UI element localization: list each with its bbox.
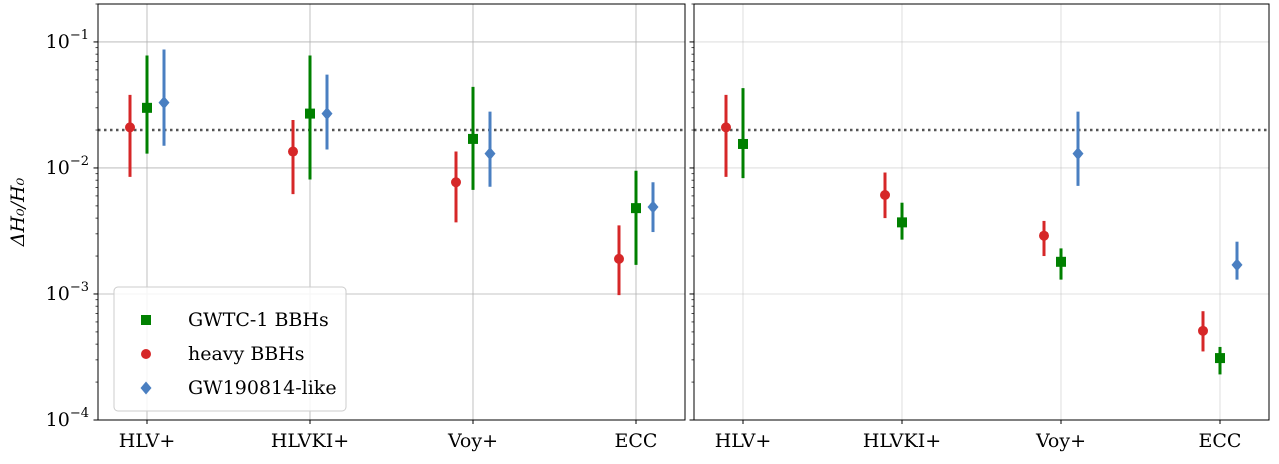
data-point xyxy=(880,190,890,200)
data-point xyxy=(738,139,748,149)
x-tick-label: ECC xyxy=(1199,430,1242,452)
data-point xyxy=(1215,353,1225,363)
data-point xyxy=(485,147,496,160)
legend-marker xyxy=(141,315,151,325)
x-tick-label: HLV+ xyxy=(715,430,772,452)
data-point xyxy=(142,103,152,113)
data-point xyxy=(631,203,641,213)
data-point xyxy=(1232,258,1243,271)
data-point xyxy=(614,254,624,264)
data-point xyxy=(288,147,298,157)
data-point xyxy=(648,200,659,213)
x-tick-label: HLVKI+ xyxy=(863,430,941,452)
data-point xyxy=(468,134,478,144)
data-point xyxy=(305,109,315,119)
x-tick-label: HLV+ xyxy=(119,430,176,452)
x-tick-label: Voy+ xyxy=(1035,430,1086,452)
y-tick-label: 10−1 xyxy=(46,28,89,53)
legend-label: GW190814-like xyxy=(188,377,337,399)
y-axis-label: ΔH₀/H₀ xyxy=(7,177,29,247)
data-point xyxy=(721,122,731,132)
data-point xyxy=(1073,147,1084,160)
x-tick-label: ECC xyxy=(615,430,658,452)
x-tick-label: Voy+ xyxy=(447,430,498,452)
data-point xyxy=(159,96,170,109)
y-tick-label: 10−4 xyxy=(46,406,89,431)
data-point xyxy=(451,177,461,187)
legend-label: GWTC-1 BBHs xyxy=(188,309,329,331)
data-point xyxy=(1039,231,1049,241)
data-point xyxy=(125,122,135,132)
legend-marker xyxy=(141,349,151,359)
legend: GWTC-1 BBHs heavy BBHs GW190814-like xyxy=(114,287,346,411)
series-gwtc-1-bbhs xyxy=(142,56,641,265)
data-point xyxy=(1056,257,1066,267)
panel-left: HLV+ HLVKI+ Voy+ ECC 10−1 10−2 10−3 10−4 ΔH₀/H₀ G… xyxy=(7,4,685,452)
series-gw190814-like xyxy=(159,50,659,232)
y-tick-label: 10−3 xyxy=(46,280,89,305)
data-point xyxy=(322,107,333,120)
series-heavy-bbhs xyxy=(721,95,1208,352)
data-point xyxy=(897,217,907,227)
series-gw190814-like xyxy=(1073,112,1243,280)
plot-frame xyxy=(694,4,1269,420)
panel-right: HLV+ HLVKI+ Voy+ ECC xyxy=(690,4,1270,452)
x-tick-label: HLVKI+ xyxy=(271,430,349,452)
y-tick-label: 10−2 xyxy=(46,154,89,179)
series-heavy-bbhs xyxy=(125,95,624,295)
legend-label: heavy BBHs xyxy=(188,343,305,365)
data-point xyxy=(1198,326,1208,336)
